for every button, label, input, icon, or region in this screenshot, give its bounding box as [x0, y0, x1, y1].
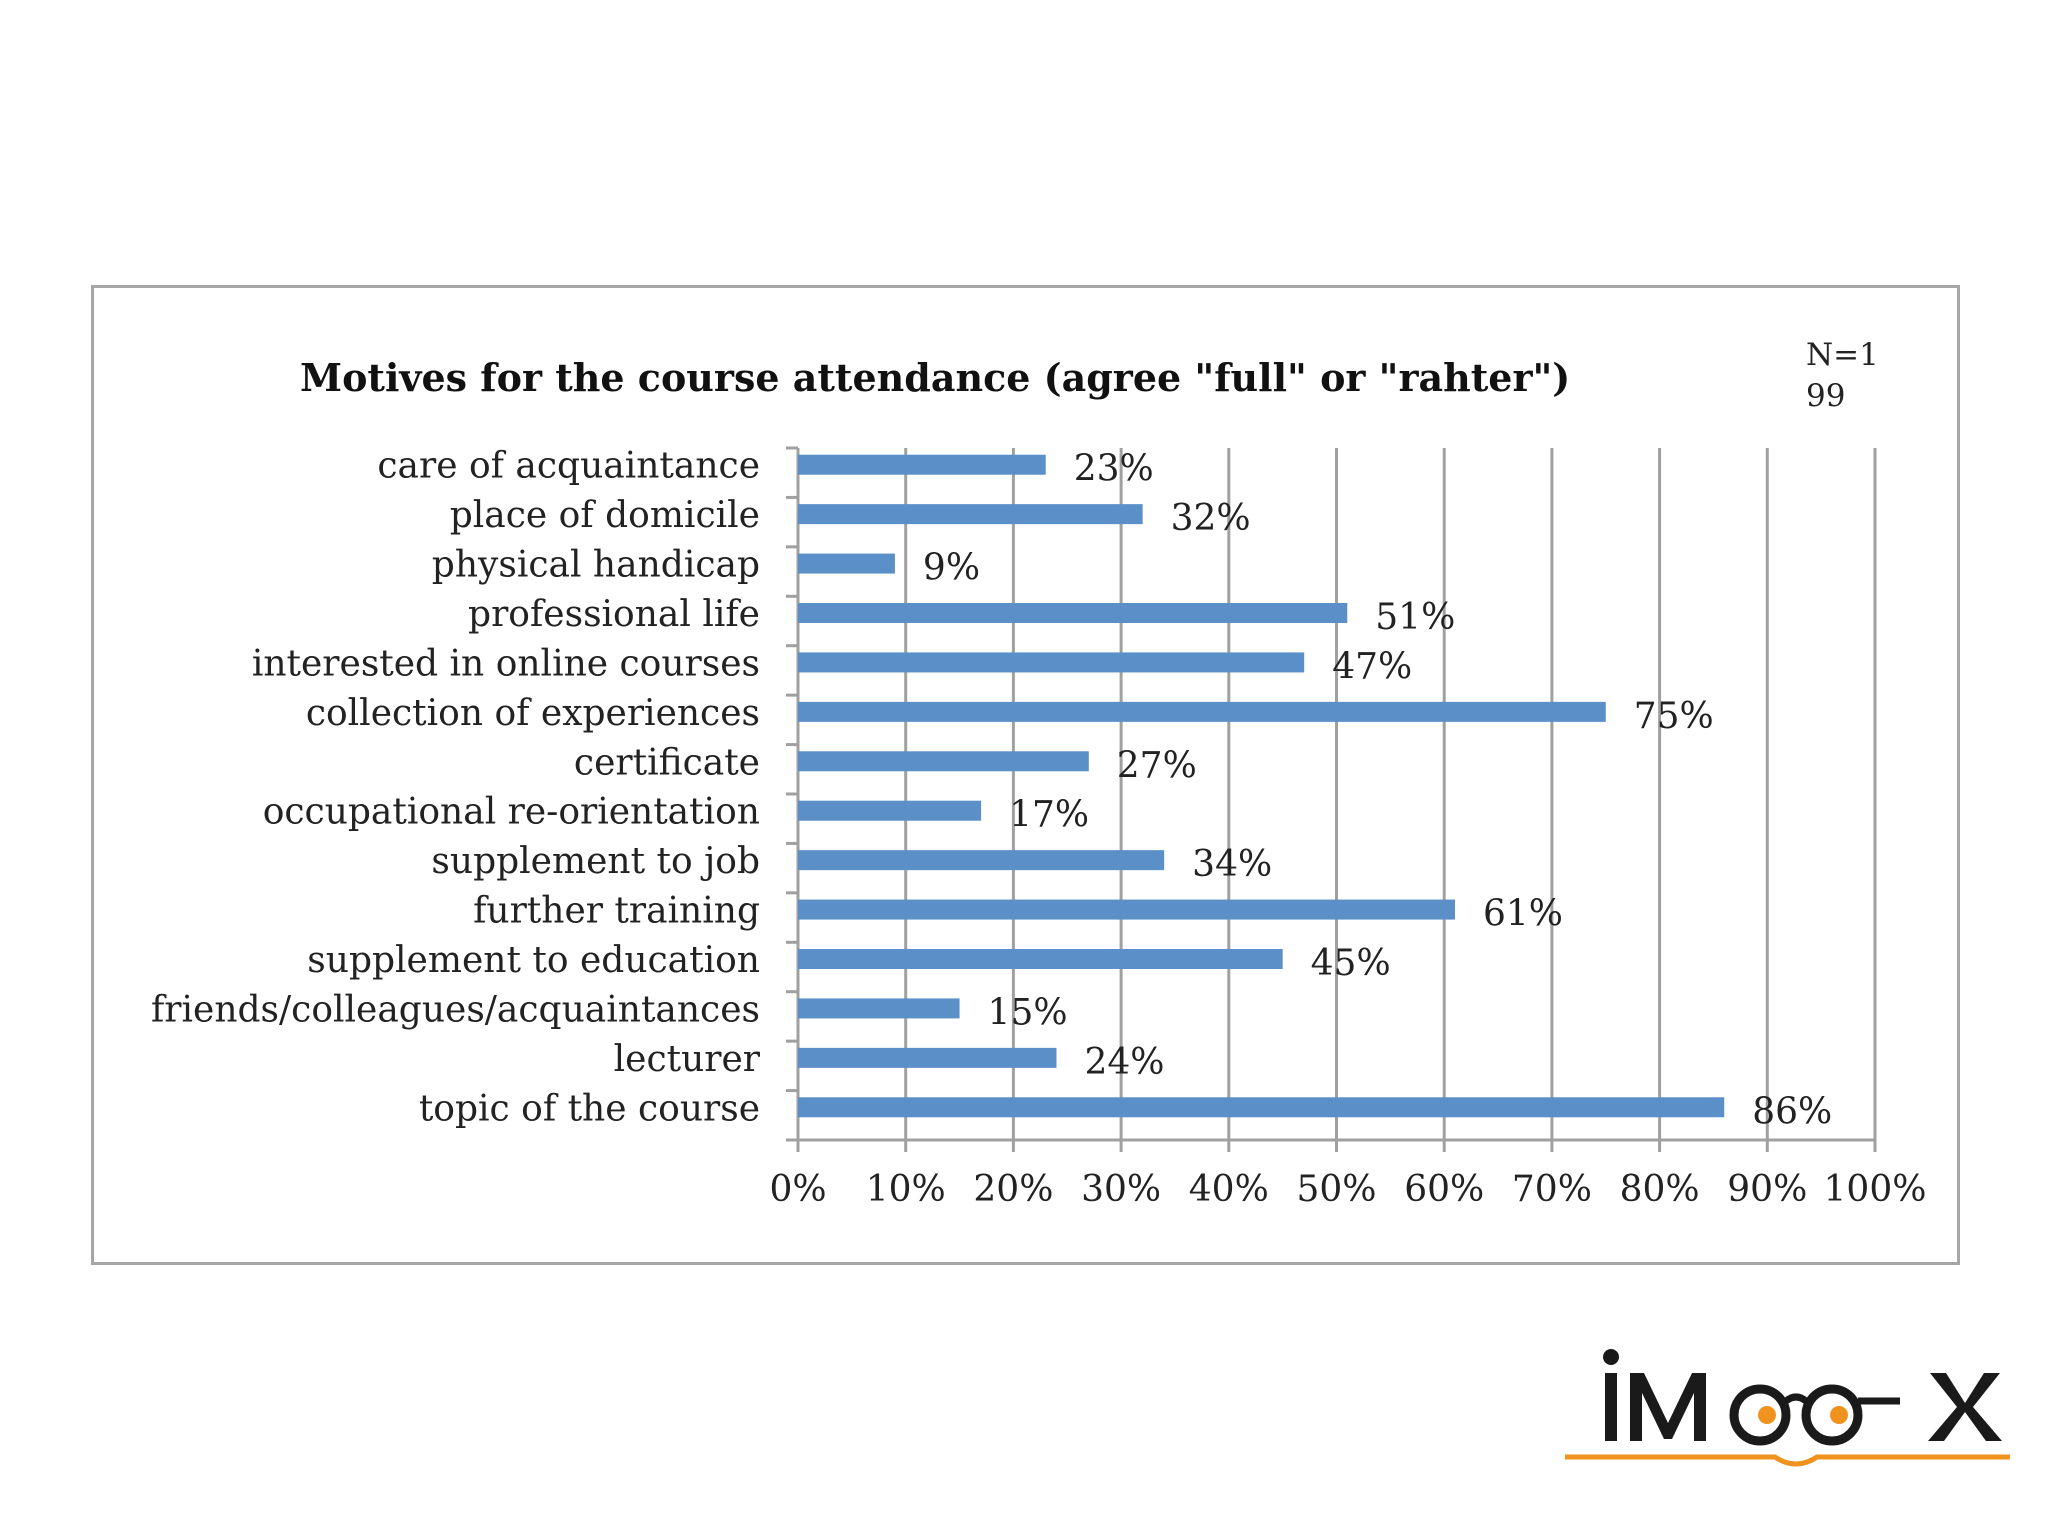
sample-size-note: N=199: [1806, 337, 1879, 414]
category-label: supplement to education: [307, 940, 760, 981]
data-label: 47%: [1332, 646, 1412, 687]
bar: [798, 949, 1283, 969]
x-tick-label: 0%: [769, 1169, 826, 1210]
data-label: 51%: [1375, 597, 1455, 638]
x-tick-label: 100%: [1824, 1169, 1927, 1210]
bar: [798, 652, 1305, 673]
imoox-logo: [1565, 1349, 2010, 1467]
data-label: 24%: [1084, 1042, 1164, 1083]
data-label: 34%: [1192, 844, 1272, 885]
category-label: interested in online courses: [252, 643, 760, 684]
x-tick-label: 70%: [1512, 1169, 1592, 1210]
data-label: 27%: [1117, 745, 1197, 786]
x-tick-label: 20%: [973, 1169, 1053, 1210]
data-label: 86%: [1752, 1091, 1832, 1132]
category-label: topic of the course: [419, 1088, 760, 1129]
category-label: collection of experiences: [306, 693, 760, 734]
bar: [798, 701, 1606, 722]
category-label: place of domicile: [450, 495, 760, 536]
bar: [798, 998, 960, 1019]
category-label: occupational re-orientation: [263, 792, 760, 833]
x-tick-label: 80%: [1620, 1169, 1700, 1210]
category-label: professional life: [468, 594, 760, 635]
x-tick-label: 40%: [1189, 1169, 1269, 1210]
x-tick-label: 10%: [866, 1169, 946, 1210]
data-label: 45%: [1311, 943, 1391, 984]
bar: [798, 800, 982, 821]
bar: [798, 454, 1046, 475]
data-label: 23%: [1074, 449, 1154, 490]
x-tick-label: 30%: [1081, 1169, 1161, 1210]
x-tick-label: 60%: [1404, 1169, 1484, 1210]
bar: [798, 899, 1455, 920]
data-label: 61%: [1483, 894, 1563, 935]
category-label: supplement to job: [431, 841, 760, 882]
chart-title: Motives for the course attendance (agree…: [300, 355, 1571, 400]
data-label: 75%: [1634, 696, 1714, 737]
category-label: friends/colleagues/acquaintances: [151, 989, 760, 1030]
bar: [798, 1047, 1057, 1068]
category-label: lecturer: [614, 1039, 761, 1080]
category-label: care of acquaintance: [377, 446, 760, 487]
bar: [798, 850, 1165, 871]
category-label: physical handicap: [432, 545, 760, 586]
x-tick-label: 50%: [1296, 1169, 1376, 1210]
category-label: further training: [473, 891, 760, 932]
data-label: 32%: [1171, 498, 1251, 539]
category-label: certificate: [574, 742, 760, 783]
bar: [798, 751, 1089, 772]
data-label: 15%: [988, 992, 1068, 1033]
x-tick-label: 90%: [1727, 1169, 1807, 1210]
bar: [798, 603, 1348, 623]
data-label: 9%: [923, 548, 980, 589]
data-label: 17%: [1009, 795, 1089, 836]
bar: [798, 504, 1143, 525]
bar: [798, 1097, 1725, 1118]
bar: [798, 553, 895, 574]
